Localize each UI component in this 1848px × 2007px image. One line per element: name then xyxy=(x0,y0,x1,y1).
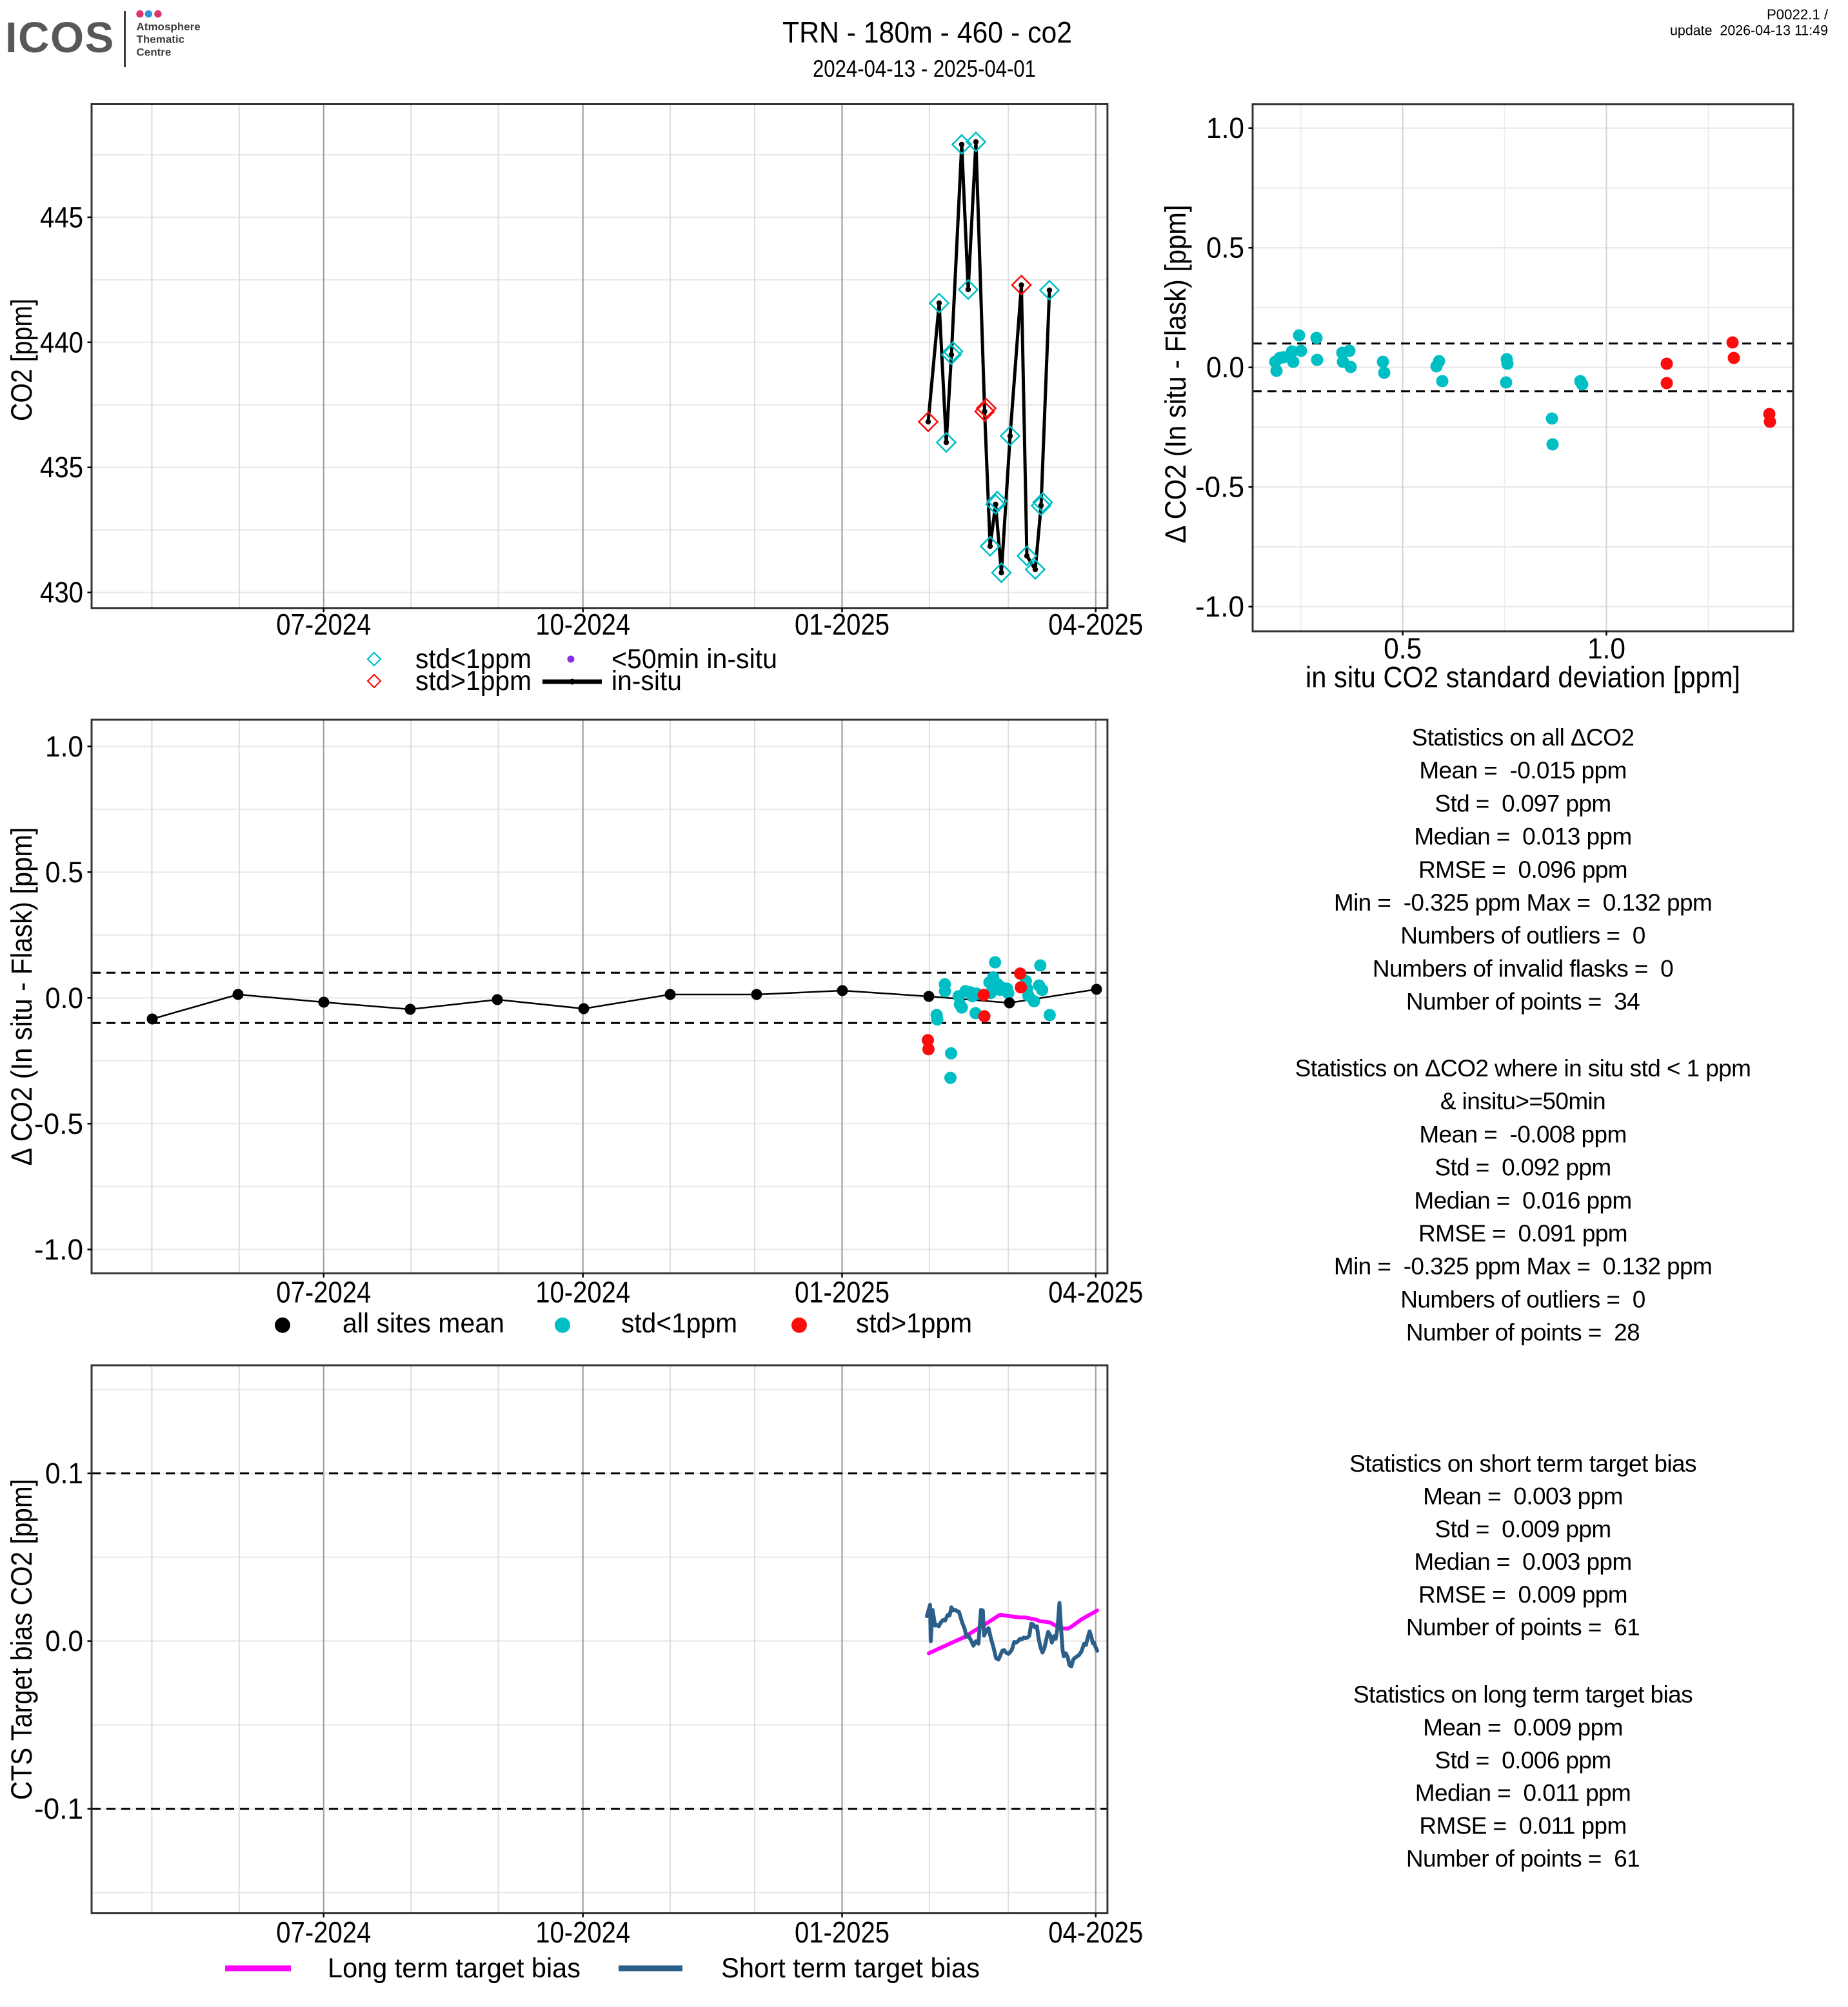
svg-text:0.0: 0.0 xyxy=(45,982,83,1014)
svg-text:Mean = 0.009 ppm: Mean = 0.009 ppm xyxy=(1423,1714,1623,1741)
svg-text:04-2025: 04-2025 xyxy=(1048,608,1143,641)
svg-text:04-2025: 04-2025 xyxy=(1048,1915,1143,1949)
svg-text:std>1ppm: std>1ppm xyxy=(856,1308,972,1339)
svg-text:Thematic: Thematic xyxy=(137,34,185,46)
svg-text:RMSE = 0.011 ppm: RMSE = 0.011 ppm xyxy=(1419,1813,1626,1839)
svg-text:Median = 0.011 ppm: Median = 0.011 ppm xyxy=(1415,1780,1631,1806)
svg-text:Centre: Centre xyxy=(137,46,172,58)
svg-text:-0.5: -0.5 xyxy=(1195,471,1244,504)
svg-text:445: 445 xyxy=(40,201,83,233)
svg-text:0.0: 0.0 xyxy=(45,1625,83,1657)
svg-text:10-2024: 10-2024 xyxy=(535,608,630,641)
svg-text:CTS Target bias CO2 [ppm]: CTS Target bias CO2 [ppm] xyxy=(5,1479,38,1800)
svg-text:Statistics on all ΔCO2: Statistics on all ΔCO2 xyxy=(1412,724,1634,751)
svg-text:10-2024: 10-2024 xyxy=(535,1915,630,1949)
svg-text:Std = 0.006 ppm: Std = 0.006 ppm xyxy=(1435,1747,1611,1774)
svg-text:440: 440 xyxy=(40,326,83,359)
svg-text:01-2025: 01-2025 xyxy=(795,608,889,641)
svg-text:in-situ: in-situ xyxy=(611,666,682,697)
svg-text:0.5: 0.5 xyxy=(1206,232,1244,264)
svg-text:10-2024: 10-2024 xyxy=(535,1276,630,1309)
svg-text:P0022.1 /: P0022.1 / xyxy=(1767,6,1829,23)
svg-text:Numbers of outliers = 0: Numbers of outliers = 0 xyxy=(1400,1286,1645,1312)
svg-text:Mean = 0.003 ppm: Mean = 0.003 ppm xyxy=(1423,1483,1623,1510)
svg-text:0.1: 0.1 xyxy=(45,1457,83,1490)
svg-text:Number of points = 28: Number of points = 28 xyxy=(1406,1320,1640,1346)
svg-text:07-2024: 07-2024 xyxy=(276,1915,371,1949)
svg-text:435: 435 xyxy=(40,451,83,484)
svg-text:ICOS: ICOS xyxy=(5,14,115,62)
svg-text:RMSE = 0.096 ppm: RMSE = 0.096 ppm xyxy=(1418,856,1627,883)
svg-text:Numbers of outliers = 0: Numbers of outliers = 0 xyxy=(1400,922,1645,949)
svg-text:Statistics on short term targe: Statistics on short term target bias xyxy=(1349,1450,1696,1477)
svg-text:-0.5: -0.5 xyxy=(34,1107,83,1140)
svg-text:Numbers of invalid flasks = 0: Numbers of invalid flasks = 0 xyxy=(1373,955,1673,982)
svg-text:Std = 0.092 ppm: Std = 0.092 ppm xyxy=(1435,1154,1611,1181)
svg-text:std>1ppm: std>1ppm xyxy=(415,666,532,697)
svg-text:04-2025: 04-2025 xyxy=(1048,1276,1143,1309)
svg-text:std<1ppm: std<1ppm xyxy=(415,644,532,675)
svg-text:1.0: 1.0 xyxy=(45,730,83,763)
svg-text:Atmosphere: Atmosphere xyxy=(137,21,201,33)
svg-text:Statistics on ΔCO2 where in si: Statistics on ΔCO2 where in situ std < 1… xyxy=(1295,1055,1751,1082)
svg-text:Δ CO2 (In situ - Flask) [ppm]: Δ CO2 (In situ - Flask) [ppm] xyxy=(5,827,38,1166)
svg-text:Number of points = 61: Number of points = 61 xyxy=(1406,1614,1640,1641)
svg-text:TRN - 180m - 460 - co2: TRN - 180m - 460 - co2 xyxy=(782,15,1072,49)
svg-text:std<1ppm: std<1ppm xyxy=(621,1308,737,1339)
svg-text:Number of points = 61: Number of points = 61 xyxy=(1406,1846,1640,1872)
svg-text:Short term target bias: Short term target bias xyxy=(721,1953,980,1984)
svg-text:RMSE = 0.091 ppm: RMSE = 0.091 ppm xyxy=(1418,1220,1627,1247)
svg-text:Median = 0.013 ppm: Median = 0.013 ppm xyxy=(1414,824,1631,850)
svg-text:Median = 0.003 ppm: Median = 0.003 ppm xyxy=(1414,1548,1631,1575)
svg-text:RMSE = 0.009 ppm: RMSE = 0.009 ppm xyxy=(1418,1581,1627,1608)
svg-text:Std = 0.009 ppm: Std = 0.009 ppm xyxy=(1435,1516,1611,1542)
svg-text:1.0: 1.0 xyxy=(1206,112,1244,144)
svg-text:CO2 [ppm]: CO2 [ppm] xyxy=(5,299,38,421)
svg-text:Std = 0.097 ppm: Std = 0.097 ppm xyxy=(1435,790,1611,816)
svg-text:Long term target bias: Long term target bias xyxy=(328,1953,581,1984)
svg-text:-1.0: -1.0 xyxy=(1195,590,1244,623)
svg-text:Statistics on long term target: Statistics on long term target bias xyxy=(1353,1681,1693,1708)
svg-text:01-2025: 01-2025 xyxy=(795,1276,889,1309)
svg-text:07-2024: 07-2024 xyxy=(276,608,371,641)
svg-text:2024-04-13 - 2025-04-01: 2024-04-13 - 2025-04-01 xyxy=(813,55,1036,82)
svg-text:Min = -0.325 ppm Max = 0.132: Min = -0.325 ppm Max = 0.132 ppm xyxy=(1334,889,1712,916)
svg-text:all sites mean: all sites mean xyxy=(343,1308,504,1339)
svg-text:01-2025: 01-2025 xyxy=(795,1915,889,1949)
svg-text:Median = 0.016 ppm: Median = 0.016 ppm xyxy=(1414,1187,1631,1214)
svg-text:<50min in-situ: <50min in-situ xyxy=(611,644,777,675)
svg-text:Mean = -0.015 ppm: Mean = -0.015 ppm xyxy=(1419,757,1626,784)
svg-text:Δ CO2 (In situ - Flask) [ppm]: Δ CO2 (In situ - Flask) [ppm] xyxy=(1159,205,1192,544)
svg-text:07-2024: 07-2024 xyxy=(276,1276,371,1309)
svg-text:update 2026-04-13 11:49: update 2026-04-13 11:49 xyxy=(1670,23,1828,39)
svg-text:-0.1: -0.1 xyxy=(34,1792,83,1825)
svg-text:Number of points = 34: Number of points = 34 xyxy=(1406,989,1640,1015)
svg-text:1.0: 1.0 xyxy=(1587,632,1625,665)
svg-text:0.5: 0.5 xyxy=(45,856,83,889)
svg-text:0.0: 0.0 xyxy=(1206,351,1244,384)
svg-text:430: 430 xyxy=(40,576,83,609)
svg-text:0.5: 0.5 xyxy=(1384,632,1422,665)
svg-text:-1.0: -1.0 xyxy=(34,1233,83,1266)
svg-text:Min = -0.325 ppm Max = 0.132: Min = -0.325 ppm Max = 0.132 ppm xyxy=(1334,1253,1712,1280)
svg-text:& insitu>=50min: & insitu>=50min xyxy=(1440,1088,1605,1114)
svg-text:Mean = -0.008 ppm: Mean = -0.008 ppm xyxy=(1419,1121,1626,1147)
svg-text:in situ CO2 standard deviation: in situ CO2 standard deviation [ppm] xyxy=(1306,661,1740,694)
